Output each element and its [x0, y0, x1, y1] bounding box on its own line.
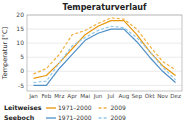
tick-label: Aug	[118, 93, 129, 100]
tick-label: 0	[20, 67, 24, 74]
grid-line	[27, 85, 182, 86]
legend-group: Leitweises	[4, 104, 42, 111]
tick-label: 10	[16, 39, 24, 46]
legend-label: 2009	[111, 114, 126, 121]
tick-label: Mrz	[54, 93, 64, 99]
plot-frame	[27, 15, 182, 91]
legend-label: 1971–2000	[58, 104, 92, 111]
tick-label: 5	[20, 53, 24, 60]
grid-line	[27, 57, 182, 58]
tick-label: Feb	[41, 93, 51, 99]
tick-label: 20	[16, 11, 24, 18]
legend-swatch	[99, 117, 109, 118]
title: Temperaturverlauf	[62, 3, 147, 12]
tick-label: Nov	[157, 93, 169, 99]
tick-label: Jul	[107, 93, 115, 100]
tick-label: Jan	[28, 93, 38, 100]
line	[33, 18, 175, 74]
plot-area	[33, 18, 175, 86]
legend-swatch	[46, 107, 56, 108]
legend-swatch	[46, 117, 56, 118]
legend-label: 2009	[111, 104, 126, 111]
tick-label: Jun	[93, 93, 103, 100]
legend-label: 1971–2000	[58, 114, 92, 121]
tick-label: Mai	[80, 93, 90, 99]
legend-group: Seeboch	[4, 114, 34, 121]
legend-swatch	[99, 107, 109, 108]
grid-line	[27, 43, 182, 44]
axis-label: Temperatur [°C]	[1, 27, 9, 80]
tick-label: 15	[16, 25, 24, 32]
tick-label: Dez	[170, 93, 181, 99]
tick-label: -5	[18, 82, 24, 89]
grid-line	[27, 29, 182, 30]
tick-label: Okt	[145, 93, 156, 99]
line	[33, 26, 175, 82]
tick-label: Sep	[132, 93, 143, 100]
chart: Temperaturverlauf Temperatur [°C] -5 0 5 10 15…	[0, 0, 186, 124]
tick-label: Apr	[67, 93, 77, 100]
